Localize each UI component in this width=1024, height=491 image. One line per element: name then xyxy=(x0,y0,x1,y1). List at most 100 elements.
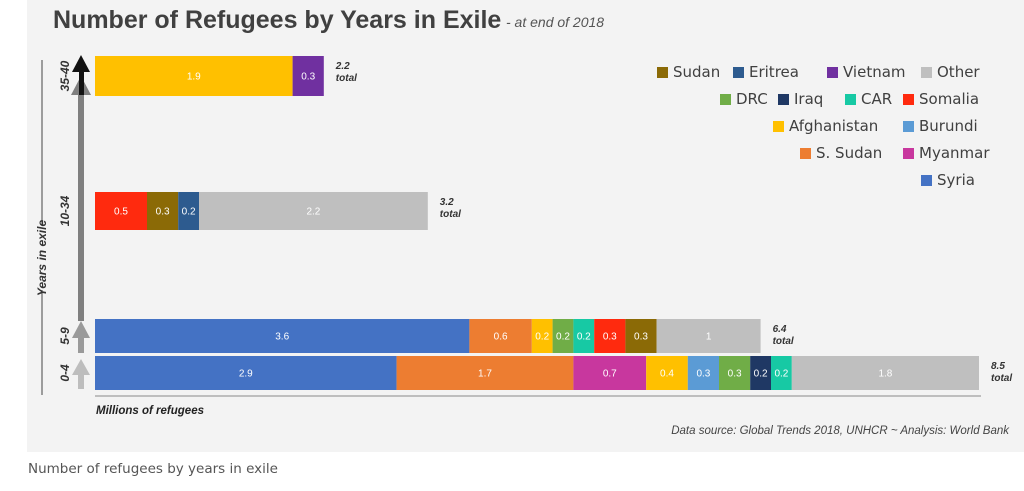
bar-segment-5-9-6 xyxy=(625,319,657,353)
legend-swatch-drc xyxy=(720,94,731,105)
total-value-0-4: 8.5 xyxy=(991,361,1005,372)
segment-label-5-9-1: 0.6 xyxy=(494,332,508,343)
segment-label-0-4-0: 2.9 xyxy=(239,369,253,380)
bar-segment-0-4-3 xyxy=(646,356,688,390)
legend-swatch-syria xyxy=(921,175,932,186)
bar-segment-0-4-5 xyxy=(719,356,751,390)
legend-label-sudan: Sudan xyxy=(673,63,720,81)
legend-label-drc: DRC xyxy=(736,90,768,108)
arrow-top-shaft xyxy=(79,67,84,95)
total-value-5-9: 6.4 xyxy=(773,324,787,335)
legend-swatch-iraq xyxy=(778,94,789,105)
segment-label-5-9-4: 0.2 xyxy=(577,332,591,343)
arrow-top-head xyxy=(72,55,90,72)
legend-label-somalia: Somalia xyxy=(919,90,979,108)
legend-label-car: CAR xyxy=(861,90,892,108)
legend-label-syria: Syria xyxy=(937,171,975,189)
total-value-10-34: 3.2 xyxy=(440,197,454,208)
legend-swatch-burundi xyxy=(903,121,914,132)
legend-swatch-sudan xyxy=(657,67,668,78)
category-label-2: 10-34 xyxy=(58,195,72,226)
total-word-10-34: total xyxy=(440,209,461,220)
bar-segment-5-9-7 xyxy=(656,319,761,353)
segment-label-10-34-2: 0.2 xyxy=(182,207,196,218)
segment-label-0-4-4: 0.3 xyxy=(696,369,710,380)
bar-segment-10-34-1 xyxy=(147,192,179,230)
bar-segment-0-4-1 xyxy=(396,356,574,390)
total-value-35-40: 2.2 xyxy=(335,61,350,72)
legend-swatch-somalia xyxy=(903,94,914,105)
y-axis: Years in exile xyxy=(35,60,49,395)
exile-arrows xyxy=(71,55,91,389)
bar-segment-35-40-1 xyxy=(292,56,324,96)
segment-label-0-4-6: 0.2 xyxy=(754,369,768,380)
segment-label-0-4-5: 0.3 xyxy=(728,369,742,380)
bar-segment-5-9-5 xyxy=(594,319,626,353)
bar-segment-0-4-0 xyxy=(95,356,397,390)
arrow-big-shaft xyxy=(78,93,84,321)
legend-label-iraq: Iraq xyxy=(794,90,823,108)
bar-segment-0-4-8 xyxy=(791,356,979,390)
segment-label-10-34-3: 2.2 xyxy=(306,207,320,218)
x-axis-label: Millions of refugees xyxy=(96,405,204,417)
segment-label-5-9-7: 1 xyxy=(706,332,712,343)
bar-segment-5-9-3 xyxy=(552,319,574,353)
total-word-35-40: total xyxy=(336,73,357,84)
legend-swatch-afghanistan xyxy=(773,121,784,132)
legend-swatch-myanmar xyxy=(903,148,914,159)
total-word-5-9: total xyxy=(773,336,794,347)
arrow-59-shaft xyxy=(78,335,84,353)
y-axis-label: Years in exile xyxy=(35,220,49,297)
segment-label-0-4-7: 0.2 xyxy=(774,369,788,380)
segment-label-35-40-0: 1.9 xyxy=(187,72,201,83)
bar-segment-0-4-6 xyxy=(750,356,771,390)
chart-subtitle: - at end of 2018 xyxy=(506,14,604,30)
segment-label-0-4-3: 0.4 xyxy=(660,369,674,380)
bar-segment-0-4-4 xyxy=(687,356,719,390)
bar-segment-0-4-2 xyxy=(573,356,647,390)
arrow-04-head xyxy=(72,359,90,375)
segment-label-35-40-1: 0.3 xyxy=(301,72,315,83)
legend-label-eritrea: Eritrea xyxy=(749,63,799,81)
legend-swatch-s-sudan xyxy=(800,148,811,159)
segment-label-0-4-2: 0.7 xyxy=(603,369,617,380)
total-word-0-4: total xyxy=(991,373,1012,384)
bar-segment-5-9-2 xyxy=(531,319,553,353)
data-source: Data source: Global Trends 2018, UNHCR ~… xyxy=(671,425,1010,437)
legend-swatch-eritrea xyxy=(733,67,744,78)
segment-label-5-9-3: 0.2 xyxy=(556,332,570,343)
chart-svg: Number of Refugees by Years in Exile - a… xyxy=(35,6,1012,437)
legend-swatch-other xyxy=(921,67,932,78)
legend-label-burundi: Burundi xyxy=(919,117,978,135)
arrow-59-head xyxy=(72,321,90,338)
bar-segment-5-9-1 xyxy=(469,319,532,353)
bar-segment-35-40-0 xyxy=(95,56,293,96)
segment-label-0-4-8: 1.8 xyxy=(878,369,892,380)
bar-segment-10-34-3 xyxy=(199,192,428,230)
segment-label-5-9-2: 0.2 xyxy=(535,332,549,343)
legend-swatch-vietnam xyxy=(827,67,838,78)
segment-label-10-34-1: 0.3 xyxy=(156,207,170,218)
legend-swatch-car xyxy=(845,94,856,105)
segment-label-5-9-5: 0.3 xyxy=(603,332,617,343)
segment-label-0-4-1: 1.7 xyxy=(478,369,492,380)
bar-segment-0-4-7 xyxy=(771,356,792,390)
bar-segment-5-9-0 xyxy=(95,319,470,353)
bar-segment-10-34-0 xyxy=(95,192,147,230)
bar-segment-10-34-2 xyxy=(178,192,199,230)
segment-label-5-9-6: 0.3 xyxy=(634,332,648,343)
legend-label-other: Other xyxy=(937,63,980,81)
arrow-04-shaft xyxy=(78,373,84,389)
segment-label-10-34-0: 0.5 xyxy=(114,207,128,218)
legend-label-afghanistan: Afghanistan xyxy=(789,117,878,135)
category-label-0: 0-4 xyxy=(58,364,72,382)
figure-caption: Number of refugees by years in exile xyxy=(28,461,278,477)
legend-label-myanmar: Myanmar xyxy=(919,144,990,162)
segment-label-5-9-0: 3.6 xyxy=(275,332,289,343)
bar-segment-5-9-4 xyxy=(573,319,595,353)
